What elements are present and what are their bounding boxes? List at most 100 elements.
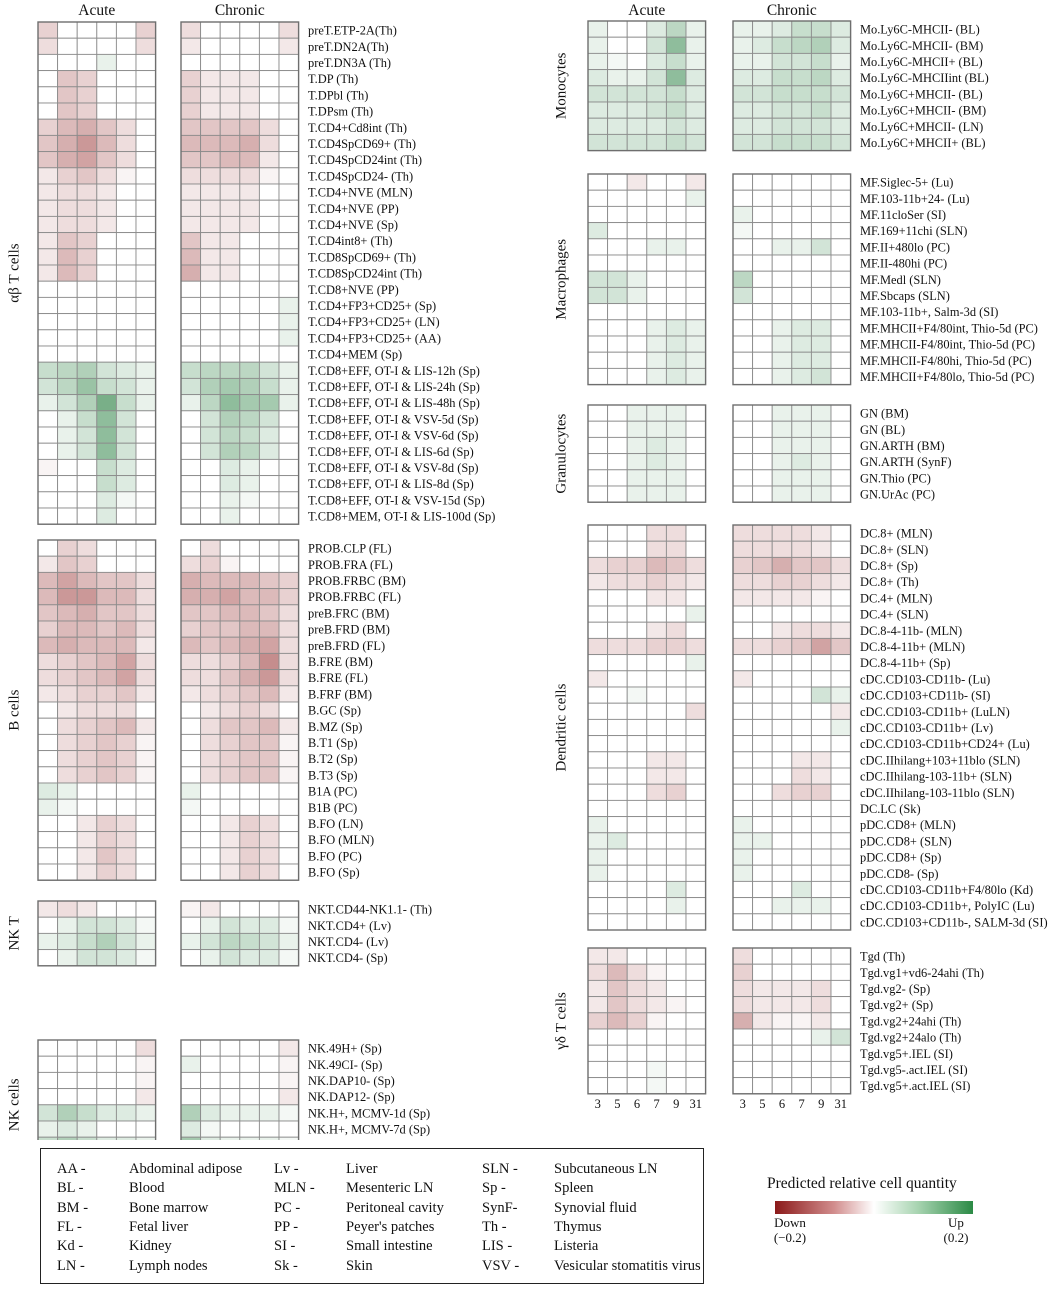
row-label: MF.MHCII+F4/80lo, Thio-5d (PC) [860, 370, 1034, 384]
heatmap-cell [219, 313, 241, 331]
heatmap-cell [239, 571, 260, 590]
heatmap-cell [37, 620, 59, 638]
heatmap-cell [646, 524, 667, 542]
heatmap-cell [76, 21, 98, 39]
heatmap-cell [258, 507, 280, 525]
row-label: cDC.CD103-CD11b- (Lu) [860, 672, 990, 686]
heatmap-cell [810, 654, 832, 672]
heatmap-cell [752, 524, 773, 542]
heatmap-cell [200, 1055, 221, 1073]
heatmap-cell [665, 133, 687, 152]
heatmap-cell [732, 404, 754, 422]
heatmap-cell [771, 52, 793, 71]
row-label: T.CD8+EFF, OT-I & VSV-8d (Sp) [308, 461, 479, 475]
row-label: MF.II+480lo (PC) [860, 240, 950, 254]
heatmap-cell [607, 404, 628, 422]
heatmap-cell [200, 70, 221, 88]
heatmap-cell [115, 264, 137, 282]
heatmap-cell [96, 21, 117, 39]
heatmap-cell [771, 1060, 793, 1079]
legend-key: SynF- [482, 1199, 518, 1216]
heatmap-cell [752, 540, 773, 558]
heatmap-cell [685, 420, 707, 438]
heatmap-cell [830, 36, 852, 54]
heatmap-cell [200, 183, 221, 201]
row-label: pDC.CD8+ (MLN) [860, 818, 956, 832]
heatmap-cell [258, 280, 280, 298]
row-label: MF.103-11b+24- (Lu) [860, 192, 969, 206]
heatmap-cell [96, 232, 117, 250]
heatmap-cell [278, 1088, 300, 1106]
heatmap-cell [278, 458, 300, 477]
heatmap-cell [665, 254, 687, 272]
heatmap-cell [810, 222, 832, 240]
heatmap-cell [626, 621, 648, 639]
heatmap-figure: preT.ETP-2A(Th)preT.DN2A(Th)preT.DN3A (T… [6, 2, 1048, 1140]
heatmap-cell [626, 605, 648, 623]
heatmap-cell [685, 1060, 707, 1079]
legend-value: Vesicular stomatitis virus [554, 1257, 701, 1274]
heatmap-cell [752, 654, 773, 672]
heatmap-cell [607, 420, 628, 438]
heatmap-cell [76, 361, 98, 379]
heatmap-cell [219, 134, 241, 153]
heatmap-cell [76, 345, 98, 363]
heatmap-cell [791, 1028, 812, 1046]
heatmap-cell [96, 345, 117, 363]
legend-value: Abdominal adipose [129, 1161, 243, 1177]
heatmap-cell [239, 604, 260, 622]
heatmap-cell [587, 864, 609, 882]
acute-header: Acute [78, 2, 115, 19]
heatmap-cell [115, 475, 137, 493]
heatmap-cell [607, 718, 628, 737]
chronic-header: Chronic [215, 2, 265, 19]
heatmap-cell [96, 900, 117, 918]
heatmap-cell [587, 69, 609, 87]
heatmap-cell [96, 491, 117, 509]
heatmap-cell [115, 361, 137, 379]
heatmap-cell [626, 238, 648, 256]
heatmap-cell [239, 134, 260, 153]
heatmap-cell [219, 685, 241, 703]
heatmap-cell [76, 507, 98, 525]
heatmap-cell [646, 605, 667, 623]
heatmap-cell [96, 458, 117, 477]
heatmap-cell [752, 589, 773, 607]
heatmap-cell [732, 670, 754, 688]
heatmap-cell [685, 351, 707, 369]
heatmap-cell [810, 238, 832, 256]
heatmap-cell [239, 620, 260, 638]
panel-border [37, 900, 157, 967]
row-label: T.CD8+EFF, OT-I & LIS-24h (Sp) [308, 380, 480, 394]
heatmap-cell [219, 1055, 241, 1073]
heatmap-cell [665, 1077, 687, 1095]
heatmap-cell [57, 86, 78, 104]
heatmap-cell [626, 205, 648, 224]
heatmap-cell [57, 750, 78, 768]
row-label: cDC.CD103-CD11b+ (LuLN) [860, 705, 1010, 719]
heatmap-cell [57, 410, 78, 428]
heatmap-cell [57, 361, 78, 379]
heatmap-cell [752, 420, 773, 438]
heatmap-cell [665, 832, 687, 850]
heatmap-cell [76, 1088, 98, 1106]
heatmap-cell [200, 588, 221, 606]
heatmap-cell [76, 118, 98, 136]
legend-entry: Kd - Kidney [57, 1238, 172, 1255]
heatmap-cell [626, 133, 648, 152]
heatmap-cell [810, 351, 832, 369]
heatmap-cell [37, 571, 59, 590]
heatmap-cell [57, 491, 78, 509]
heatmap-cell [76, 329, 98, 347]
heatmap-cell [57, 798, 78, 816]
heatmap-cell [135, 750, 157, 768]
legend-value: Lymph nodes [129, 1257, 208, 1274]
heatmap-cell [791, 947, 812, 965]
heatmap-cell [37, 21, 59, 39]
heatmap-cell [135, 1055, 157, 1073]
heatmap-cell [587, 670, 609, 688]
heatmap-cell [57, 118, 78, 136]
heatmap-cell [587, 637, 609, 656]
heatmap-cell [607, 205, 628, 224]
heatmap-cell [239, 296, 260, 315]
